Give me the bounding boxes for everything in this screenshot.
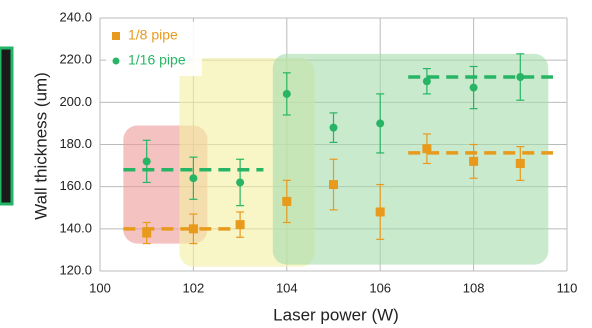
y-tick-label: 200.0 [59,94,92,109]
x-tick-label: 106 [369,280,391,295]
point [376,207,385,216]
highlight-region [273,54,549,265]
point [330,124,338,132]
legend-marker [112,32,120,40]
point [422,144,431,153]
x-tick-label: 104 [276,280,298,295]
y-tick-label: 180.0 [59,136,92,151]
page: Laser power (W) Wall thickness (um) 120.… [0,0,592,328]
legend-marker [113,58,120,65]
y-tick-label: 120.0 [59,262,92,277]
point [236,178,244,186]
point [142,229,151,238]
point [376,119,384,127]
point [329,180,338,189]
point [516,159,525,168]
point [189,224,198,233]
point [516,73,524,81]
x-tick-label: 100 [89,280,111,295]
legend-label: 1/8 pipe [128,27,178,43]
point [189,174,197,182]
y-tick-label: 220.0 [59,52,92,67]
point [143,157,151,165]
point [423,77,431,85]
x-tick-label: 108 [463,280,485,295]
y-tick-label: 140.0 [59,220,92,235]
point [236,220,245,229]
y-tick-label: 240.0 [59,9,92,24]
x-tick-label: 102 [183,280,205,295]
point [282,197,291,206]
point [470,84,478,92]
x-tick-label: 110 [557,280,578,295]
chart: Laser power (W) Wall thickness (um) 120.… [0,0,592,328]
y-axis-label: Wall thickness (um) [31,72,50,220]
x-axis-label: Laser power (W) [273,305,399,324]
y-tick-label: 160.0 [59,178,92,193]
point [283,90,291,98]
legend-label: 1/16 pipe [128,52,186,68]
cropped-panel [0,48,12,204]
point [469,157,478,166]
